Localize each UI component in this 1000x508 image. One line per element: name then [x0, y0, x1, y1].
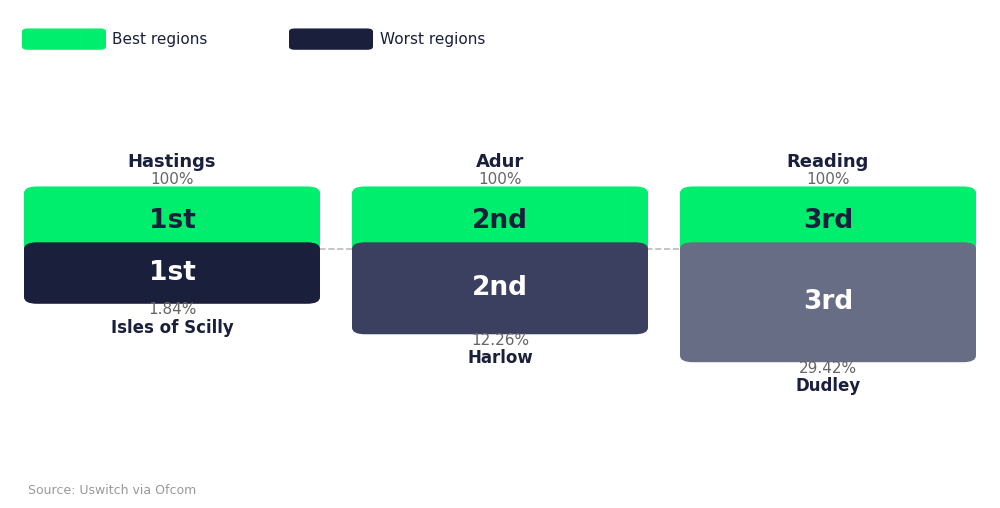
Text: Source: Uswitch via Ofcom: Source: Uswitch via Ofcom — [28, 484, 196, 497]
Text: Reading: Reading — [787, 153, 869, 171]
Text: 1.84%: 1.84% — [148, 302, 196, 318]
FancyBboxPatch shape — [680, 186, 976, 256]
FancyBboxPatch shape — [22, 28, 106, 50]
FancyBboxPatch shape — [24, 242, 320, 304]
Text: 3rd: 3rd — [803, 208, 853, 234]
Text: 100%: 100% — [150, 172, 194, 187]
Text: Best regions: Best regions — [112, 31, 207, 47]
Text: 3rd: 3rd — [803, 289, 853, 315]
FancyBboxPatch shape — [289, 28, 373, 50]
FancyBboxPatch shape — [352, 242, 648, 334]
Text: 12.26%: 12.26% — [471, 333, 529, 348]
Text: 1st: 1st — [149, 260, 195, 286]
Text: 100%: 100% — [478, 172, 522, 187]
Text: 100%: 100% — [806, 172, 850, 187]
Text: Isles of Scilly: Isles of Scilly — [111, 319, 233, 336]
Text: 29.42%: 29.42% — [799, 361, 857, 376]
Text: Worst regions: Worst regions — [380, 31, 485, 47]
Text: 2nd: 2nd — [472, 208, 528, 234]
Text: Adur: Adur — [476, 153, 524, 171]
Text: Dudley: Dudley — [795, 377, 861, 395]
Text: 2nd: 2nd — [472, 275, 528, 301]
Text: Harlow: Harlow — [467, 349, 533, 367]
Text: Hastings: Hastings — [128, 153, 216, 171]
FancyBboxPatch shape — [680, 242, 976, 362]
FancyBboxPatch shape — [352, 186, 648, 256]
Text: 1st: 1st — [149, 208, 195, 234]
FancyBboxPatch shape — [24, 186, 320, 256]
